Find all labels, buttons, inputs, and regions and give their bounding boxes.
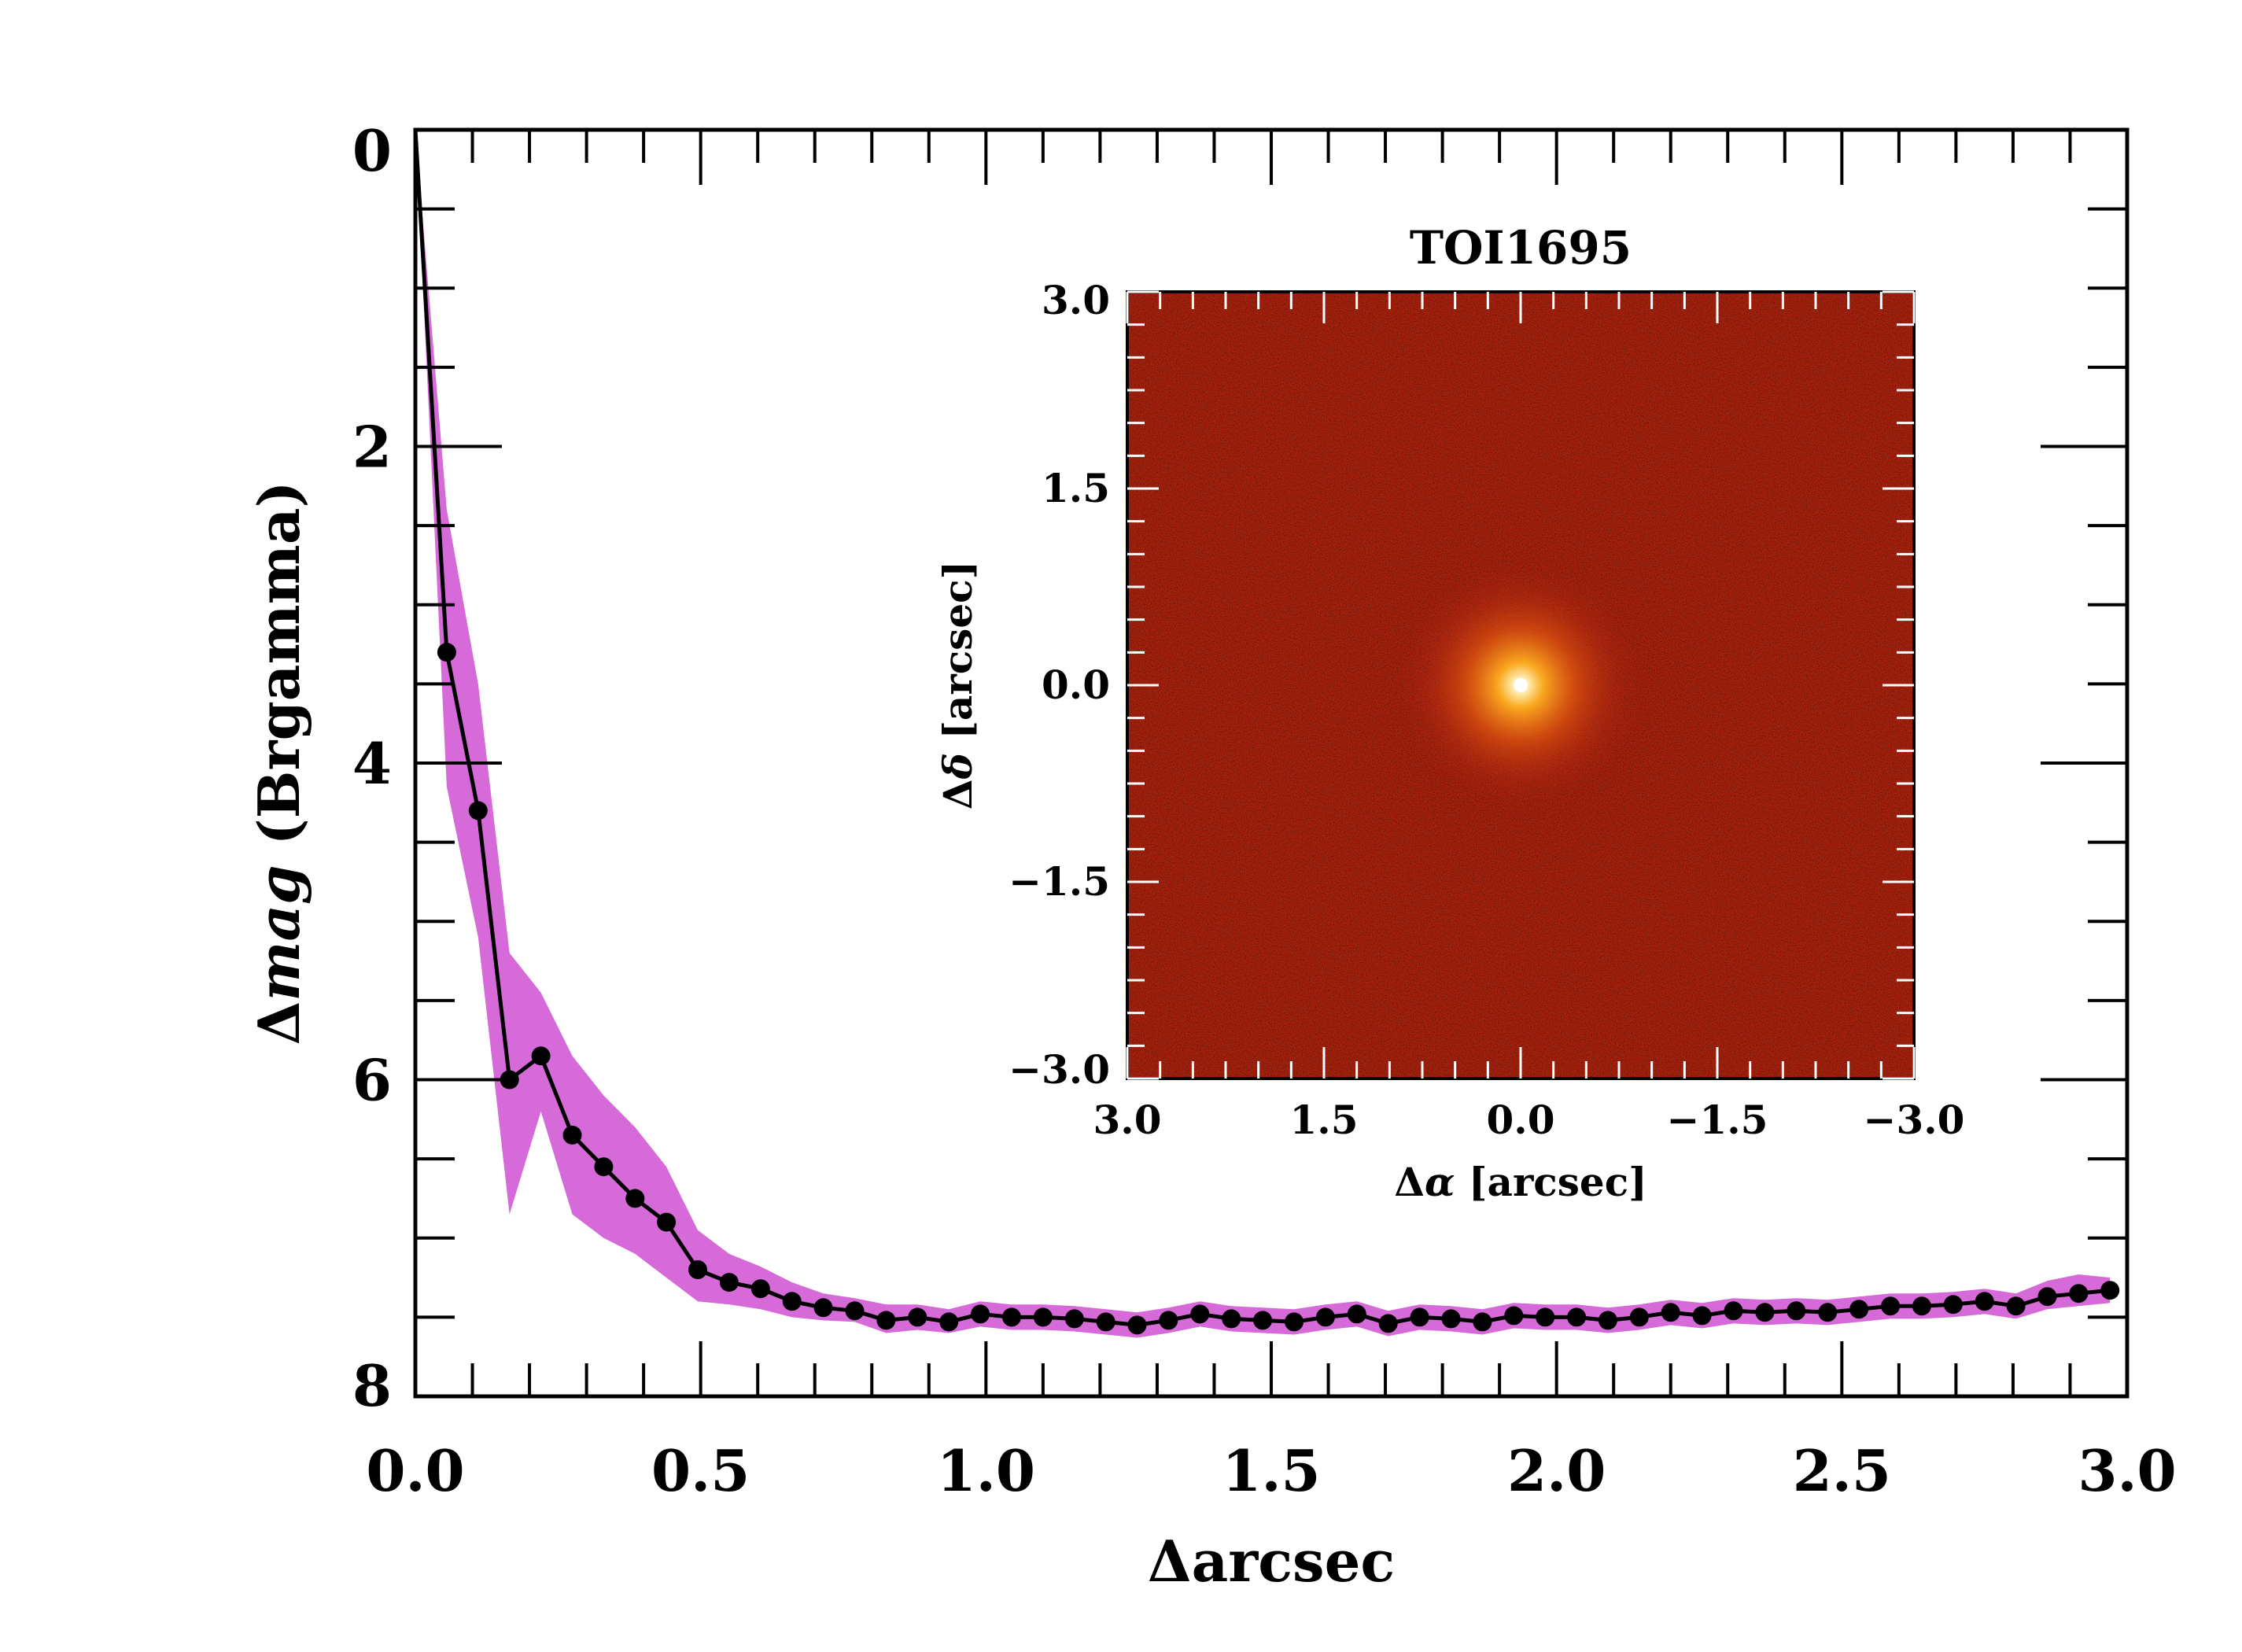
x-tick-label: 1.0 [937,1437,1035,1504]
data-point [1536,1307,1555,1327]
data-point [971,1304,990,1324]
data-point [1159,1311,1178,1330]
main-axis-ticks [414,128,2129,1398]
data-point [1881,1296,1900,1316]
data-point [908,1307,927,1327]
main-y-tick-labels: 0 2 4 6 8 [352,117,392,1419]
inset-x-tick-label: 3.0 [1093,1097,1162,1143]
data-point [1315,1307,1335,1327]
data-point [2069,1284,2089,1304]
data-point [1253,1311,1273,1330]
data-point [876,1311,896,1330]
inset-x-tick-label: −3.0 [1864,1097,1965,1143]
inset-psf-core [1514,678,1528,692]
data-point [1033,1307,1053,1327]
y-tick-label: 8 [352,1352,392,1419]
data-point [1755,1303,1775,1322]
inset-x-tick-label: 1.5 [1290,1097,1359,1143]
inset-x-tick-labels: 3.0 1.5 0.0 −1.5 −3.0 [1093,1097,1965,1143]
data-point [782,1292,802,1311]
data-point [437,643,456,662]
inset-image-panel: 3.0 1.5 0.0 −1.5 −3.0 3.0 1.5 0.0 −1.5 −3.0 TOI1… [935,221,1964,1205]
data-point [1787,1301,1806,1321]
data-point [1692,1306,1712,1326]
data-point [1912,1296,1931,1316]
data-point [500,1070,519,1090]
inset-y-tick-label: −3.0 [1009,1046,1110,1093]
data-point [1849,1300,1869,1319]
data-point [531,1046,551,1066]
data-point [1410,1307,1429,1327]
inset-title: TOI1695 [1410,221,1632,275]
inset-y-tick-label: 0.0 [1042,662,1110,708]
data-point [1598,1311,1617,1330]
data-points [437,643,2120,1335]
x-tick-label: 0.5 [651,1437,750,1504]
data-point [2006,1296,2026,1316]
y-axis-label: Δmag (Brgamma) [245,481,312,1045]
inset-y-tick-label: 1.5 [1042,465,1110,511]
data-point [750,1279,770,1299]
data-point [468,801,488,820]
uncertainty-band [415,130,2111,1338]
data-point [2037,1287,2057,1307]
data-point [688,1260,707,1279]
data-point [1096,1312,1115,1332]
data-point [625,1189,645,1208]
data-point [939,1312,959,1332]
data-point [2100,1281,2120,1300]
main-plot: 0.0 0.5 1.0 1.5 2.0 2.5 3.0 0 2 4 6 8 Δarcsec Δmag… [245,117,2177,1595]
inset-y-tick-labels: 3.0 1.5 0.0 −1.5 −3.0 [1009,277,1110,1093]
data-point [1285,1312,1304,1332]
y-tick-label: 0 [352,117,392,184]
x-tick-label: 2.0 [1507,1437,1606,1504]
inset-x-axis-label: Δα [arcsec] [1394,1159,1647,1205]
data-point [1441,1309,1461,1329]
x-tick-label: 3.0 [2078,1437,2176,1504]
inset-x-tick-label: 0.0 [1487,1097,1555,1143]
data-point [845,1301,865,1321]
inset-axis-ticks [1126,290,1916,1080]
inset-y-tick-label: −1.5 [1009,858,1110,905]
data-point [1378,1314,1398,1333]
data-point [1661,1303,1680,1322]
y-tick-label: 2 [352,414,392,481]
data-point [813,1298,833,1318]
x-tick-label: 0.0 [366,1437,464,1504]
y-tick-label: 6 [352,1047,392,1114]
data-point [657,1212,677,1232]
data-point [1190,1304,1210,1324]
x-tick-label: 2.5 [1793,1437,1891,1504]
inset-y-tick-label: 3.0 [1042,277,1110,323]
data-point [1818,1303,1838,1322]
data-point [1724,1301,1743,1321]
data-point [719,1273,739,1292]
data-point [1127,1315,1147,1335]
y-tick-label: 4 [352,730,392,797]
inset-y-axis-label: Δδ [arcsec] [935,561,981,809]
data-point [1002,1307,1021,1327]
data-point [1504,1306,1524,1326]
data-point [1064,1309,1084,1329]
x-axis-label: Δarcsec [1148,1528,1395,1595]
data-point [1473,1312,1492,1332]
data-point [594,1157,614,1177]
data-point [1567,1307,1587,1327]
data-point [1629,1307,1649,1327]
data-point [562,1125,582,1145]
data-point [1975,1292,1994,1311]
data-point [1347,1304,1366,1324]
main-x-tick-labels: 0.0 0.5 1.0 1.5 2.0 2.5 3.0 [366,1437,2176,1504]
data-point [1222,1309,1241,1329]
inset-x-tick-label: −1.5 [1667,1097,1768,1143]
x-tick-label: 1.5 [1222,1437,1320,1504]
data-point [1943,1295,1963,1315]
